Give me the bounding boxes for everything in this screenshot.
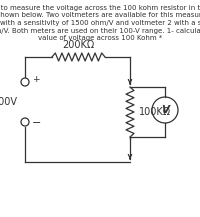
Text: It is desired to measure the voltage across the 100 kohm resistor in the circuit: It is desired to measure the voltage acr… [0,5,200,41]
Text: 200KΩ: 200KΩ [62,40,95,50]
Text: +: + [32,76,40,84]
Text: −: − [32,118,41,128]
Text: 100KΩ: 100KΩ [139,107,171,117]
Text: 300V: 300V [0,97,17,107]
Text: V: V [161,105,169,115]
